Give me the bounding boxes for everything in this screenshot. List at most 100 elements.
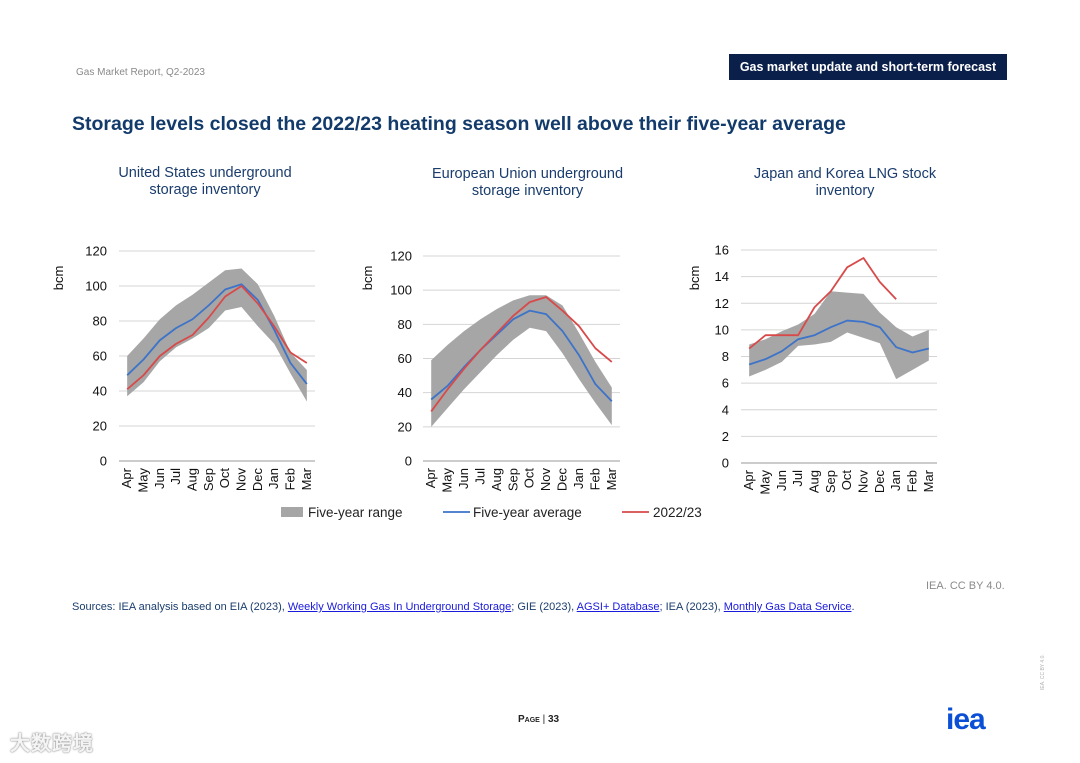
five-year-range-band bbox=[127, 268, 307, 402]
page-number: Page | 33 bbox=[518, 714, 559, 725]
y-tick-label: 80 bbox=[398, 317, 412, 332]
side-credit: IEA. CC BY 4.0. bbox=[1040, 654, 1046, 690]
sources-prefix: Sources: IEA analysis based on EIA (2023… bbox=[72, 601, 288, 613]
y-tick-label: 60 bbox=[93, 349, 107, 364]
x-tick-label: Nov bbox=[856, 470, 871, 494]
page-value: 33 bbox=[548, 714, 560, 725]
y-tick-label: 0 bbox=[100, 454, 107, 469]
eia-storage-link[interactable]: Weekly Working Gas In Underground Storag… bbox=[287, 601, 512, 613]
y-tick-label: 12 bbox=[715, 296, 729, 311]
x-tick-label: Aug bbox=[489, 468, 504, 491]
chart-title-eu-line1: European Union underground bbox=[431, 166, 624, 182]
five-year-range-band bbox=[749, 291, 929, 380]
legend-current-label: 2022/23 bbox=[653, 505, 702, 520]
y-axis-label: bcm bbox=[687, 266, 702, 291]
chart-title-jk: Japan and Korea LNG stock inventory bbox=[735, 166, 955, 200]
x-tick-label: Jul bbox=[790, 470, 805, 487]
chart-title-us-line2: storage inventory bbox=[149, 182, 261, 198]
y-tick-label: 16 bbox=[715, 243, 729, 258]
current-season-line bbox=[748, 257, 897, 350]
x-tick-label: Apr bbox=[119, 467, 134, 488]
x-tick-label: Apr bbox=[741, 469, 756, 490]
y-tick-label: 40 bbox=[93, 384, 107, 399]
x-tick-label: Mar bbox=[921, 469, 936, 492]
y-tick-label: 120 bbox=[85, 244, 107, 259]
y-tick-label: 100 bbox=[85, 279, 107, 294]
current-season-line bbox=[430, 296, 613, 412]
y-tick-label: 6 bbox=[722, 376, 729, 391]
x-tick-label: May bbox=[440, 468, 455, 493]
sources-note: Sources: IEA analysis based on EIA (2023… bbox=[72, 601, 855, 613]
legend-range-label: Five-year range bbox=[308, 505, 403, 520]
five-year-average-line bbox=[126, 283, 308, 385]
x-tick-label: Jan bbox=[571, 468, 586, 489]
x-tick-label: Oct bbox=[217, 468, 232, 489]
x-tick-label: Aug bbox=[807, 470, 822, 493]
chart-title-jk-line2: inventory bbox=[815, 183, 875, 199]
x-tick-label: Feb bbox=[905, 470, 920, 492]
x-tick-label: Jul bbox=[168, 468, 183, 485]
chart-title-us: United States underground storage invent… bbox=[100, 165, 310, 199]
x-tick-label: Sep bbox=[505, 468, 520, 491]
y-tick-label: 120 bbox=[390, 249, 412, 264]
five-year-average-line bbox=[748, 319, 930, 366]
y-tick-label: 14 bbox=[715, 269, 729, 284]
x-tick-label: Mar bbox=[299, 467, 314, 490]
y-tick-label: 4 bbox=[722, 402, 729, 417]
page-headline: Storage levels closed the 2022/23 heatin… bbox=[72, 113, 846, 135]
y-tick-label: 0 bbox=[405, 454, 412, 469]
x-tick-label: Jan bbox=[888, 470, 903, 491]
y-tick-label: 60 bbox=[398, 351, 412, 366]
report-name: Gas Market Report, Q2-2023 bbox=[76, 67, 205, 78]
current-season-line bbox=[126, 285, 308, 390]
agsi-database-link[interactable]: AGSI+ Database bbox=[576, 601, 660, 613]
y-axis-label: bcm bbox=[51, 266, 66, 291]
x-tick-label: Sep bbox=[823, 470, 838, 493]
monthly-gas-data-link[interactable]: Monthly Gas Data Service bbox=[723, 601, 852, 613]
x-tick-label: Feb bbox=[283, 468, 298, 490]
y-tick-label: 10 bbox=[715, 322, 729, 337]
chart-title-jk-line1: Japan and Korea LNG stock bbox=[753, 166, 937, 182]
x-tick-label: May bbox=[758, 470, 773, 495]
chart-0: 0 20 40 60 80 100 120 bcm Apr May Jun Jul Aug Sep Oct N… bbox=[51, 244, 315, 493]
x-tick-label: Oct bbox=[839, 470, 854, 491]
chart-title-eu-line2: storage inventory bbox=[471, 183, 584, 199]
page-label: Page bbox=[518, 714, 540, 725]
x-tick-label: May bbox=[136, 468, 151, 493]
sources-suffix: . bbox=[851, 601, 855, 613]
legend-average-label: Five-year average bbox=[473, 505, 582, 520]
y-tick-label: 40 bbox=[398, 385, 412, 400]
page-separator: | bbox=[539, 714, 548, 725]
x-tick-label: Jul bbox=[472, 468, 487, 485]
y-tick-label: 100 bbox=[390, 283, 412, 298]
x-tick-label: Oct bbox=[522, 468, 537, 489]
x-tick-label: Dec bbox=[872, 470, 887, 494]
five-year-average-line bbox=[430, 309, 613, 402]
chart-2: 0 2 4 6 8 10 12 14 16 bcm Apr May Jun Jul Aug Sep Oct Nov… bbox=[687, 243, 937, 495]
legend: Five-year range Five-year average 2022/2… bbox=[281, 505, 702, 520]
x-tick-label: Dec bbox=[555, 468, 570, 492]
y-axis-label: bcm bbox=[360, 266, 375, 291]
y-tick-label: 2 bbox=[722, 429, 729, 444]
y-tick-label: 0 bbox=[722, 456, 729, 471]
x-tick-label: Aug bbox=[185, 468, 200, 491]
x-tick-label: Nov bbox=[538, 468, 553, 492]
x-tick-label: Jun bbox=[456, 468, 471, 489]
y-tick-label: 8 bbox=[722, 349, 729, 364]
sources-mid2: ; IEA (2023), bbox=[659, 601, 724, 613]
sources-mid1: ; GIE (2023), bbox=[511, 601, 577, 613]
x-tick-label: Dec bbox=[250, 468, 265, 492]
y-tick-label: 20 bbox=[398, 419, 412, 434]
x-tick-label: Nov bbox=[234, 468, 249, 492]
y-tick-label: 20 bbox=[93, 419, 107, 434]
x-tick-label: Jan bbox=[266, 468, 281, 489]
x-tick-label: Jun bbox=[152, 468, 167, 489]
chart-title-eu: European Union underground storage inven… bbox=[415, 166, 640, 200]
x-tick-label: Jun bbox=[774, 470, 789, 491]
iea-logo: iea bbox=[946, 703, 986, 736]
watermark: 大数跨境 bbox=[10, 733, 94, 755]
chart-1: 0 20 40 60 80 100 120 bcm Apr May Jun Jul Aug Sep Oct N… bbox=[360, 249, 620, 493]
x-tick-label: Feb bbox=[587, 468, 602, 490]
five-year-range-band bbox=[431, 295, 612, 427]
source-credit: IEA. CC BY 4.0. bbox=[926, 580, 1005, 592]
